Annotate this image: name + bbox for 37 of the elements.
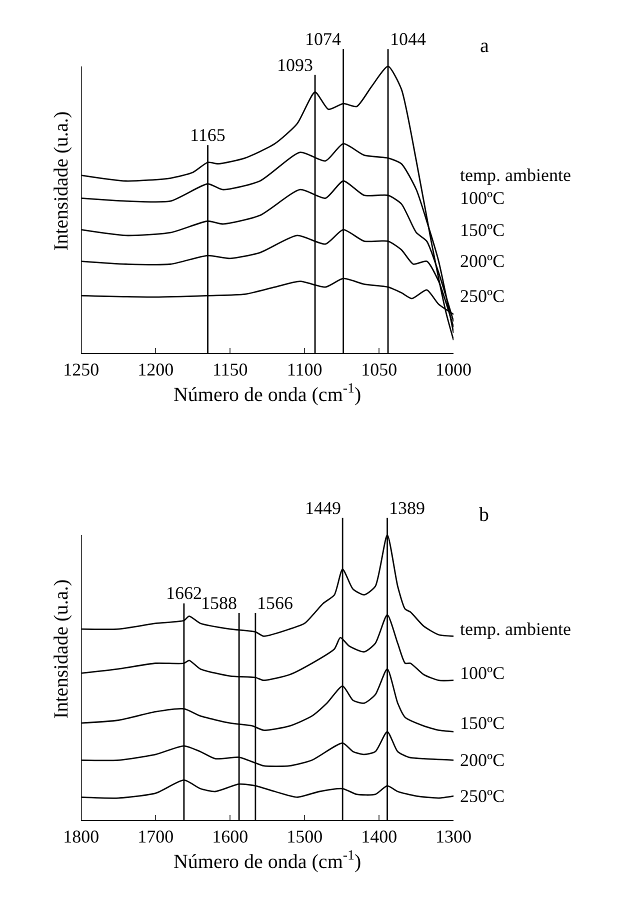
x-tick-label: 1000 <box>436 360 472 380</box>
ref-line-label: 1093 <box>277 55 313 75</box>
ref-line-label: 1588 <box>201 593 237 613</box>
series-label: 200ºC <box>460 750 505 770</box>
ref-line-label: 1165 <box>190 125 226 145</box>
x-tick-label: 1250 <box>63 360 100 380</box>
series-label: 100ºC <box>460 188 505 208</box>
ref-line-label: 1566 <box>257 593 293 613</box>
series-label: 200ºC <box>460 251 505 271</box>
x-tick-label: 1200 <box>138 360 174 380</box>
text: a <box>480 35 489 57</box>
x-axis-title: Número de onda (cm$^{-1}$) <box>173 382 362 406</box>
x-tick-label: 1100 <box>286 360 322 380</box>
series-label: 150ºC <box>460 713 505 733</box>
x-tick-label: 1050 <box>361 360 398 380</box>
x-tick-label: 1500 <box>286 826 323 847</box>
series-label: 250ºC <box>460 786 505 806</box>
y-axis-title: Intensidade (u.a.) <box>50 111 73 251</box>
ref-line-label: 1389 <box>389 498 425 518</box>
ref-line-label: 1074 <box>305 29 341 49</box>
x-tick-label: 1700 <box>138 826 174 847</box>
x-tick-label: 1150 <box>212 360 248 380</box>
x-tick-label: 1600 <box>212 826 248 847</box>
x-axis-title: Número de onda (cm$^{-1}$) <box>173 848 362 874</box>
text: temp. ambiente <box>460 165 571 185</box>
x-tick-label: 1400 <box>361 826 398 847</box>
series-label: temp. ambiente <box>460 619 571 639</box>
ref-line-label: 1044 <box>390 29 426 49</box>
series-label: 150ºC <box>460 220 505 240</box>
ref-line-label: 1449 <box>305 498 341 518</box>
series-label: 250ºC <box>460 286 505 306</box>
text: b <box>479 504 489 526</box>
x-tick-label: 1800 <box>63 826 100 847</box>
y-axis-title: Intensidade (u.a.) <box>50 579 73 719</box>
ref-line-label: 1662 <box>166 583 202 603</box>
x-tick-label: 1300 <box>436 826 472 847</box>
series-label: 100ºC <box>460 663 505 683</box>
